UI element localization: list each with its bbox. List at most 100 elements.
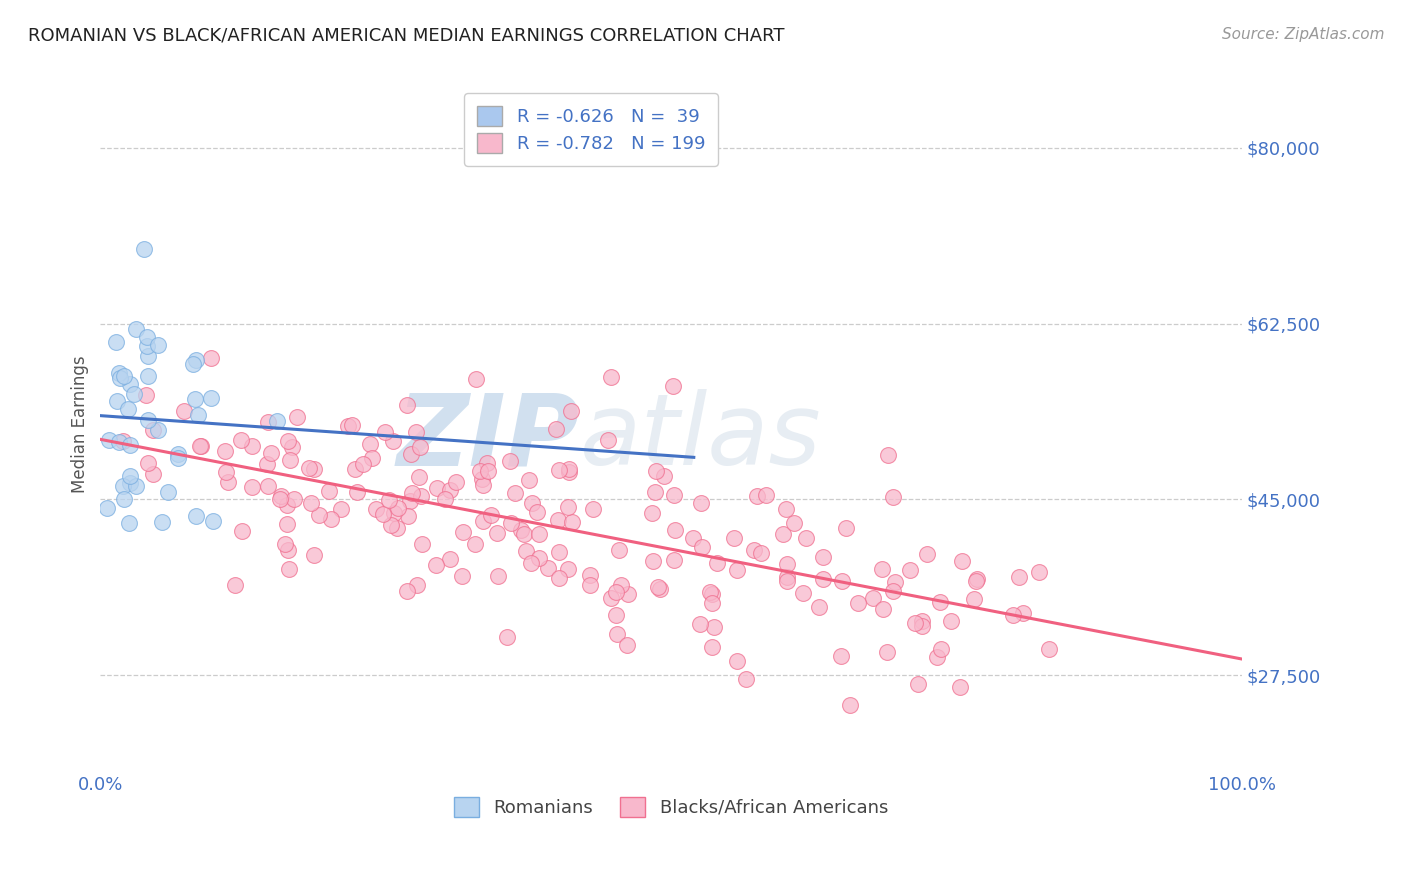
Point <box>883 574 905 589</box>
Point <box>749 545 772 559</box>
Point <box>112 479 135 493</box>
Point <box>510 523 533 537</box>
Point <box>150 515 173 529</box>
Point <box>387 500 409 515</box>
Point <box>471 514 494 528</box>
Point <box>477 464 499 478</box>
Point <box>299 496 322 510</box>
Point <box>700 587 723 601</box>
Point <box>931 642 953 657</box>
Point <box>138 413 160 427</box>
Point <box>450 569 472 583</box>
Point <box>181 357 204 371</box>
Point <box>274 537 297 551</box>
Point <box>281 440 304 454</box>
Point <box>529 551 551 566</box>
Point <box>405 425 427 439</box>
Point <box>308 508 330 523</box>
Point <box>616 638 638 652</box>
Point <box>136 339 159 353</box>
Point <box>444 475 467 490</box>
Point <box>108 371 131 385</box>
Point <box>599 369 621 384</box>
Point <box>605 584 627 599</box>
Point <box>689 616 711 631</box>
Text: ZIP: ZIP <box>396 390 579 486</box>
Point <box>360 450 382 465</box>
Point <box>904 615 927 630</box>
Point <box>118 516 141 530</box>
Point <box>464 537 486 551</box>
Point <box>124 387 146 401</box>
Point <box>215 465 238 479</box>
Point <box>105 393 128 408</box>
Point <box>346 485 368 500</box>
Point <box>188 439 211 453</box>
Point <box>270 489 292 503</box>
Point <box>547 513 569 527</box>
Point <box>260 446 283 460</box>
Point <box>470 465 492 479</box>
Point <box>783 516 806 530</box>
Point <box>276 516 298 531</box>
Point <box>609 578 631 592</box>
Point <box>453 524 475 539</box>
Point <box>527 526 550 541</box>
Point <box>471 472 494 486</box>
Point <box>644 485 666 500</box>
Point <box>278 562 301 576</box>
Point <box>409 440 432 454</box>
Point <box>929 595 952 609</box>
Point <box>689 496 711 510</box>
Point <box>596 433 619 447</box>
Point <box>398 494 420 508</box>
Point <box>399 447 422 461</box>
Point <box>1028 565 1050 579</box>
Point <box>557 562 579 576</box>
Point <box>662 379 685 393</box>
Point <box>792 586 814 600</box>
Point <box>561 516 583 530</box>
Point <box>941 614 963 628</box>
Point <box>526 505 548 519</box>
Point <box>439 483 461 498</box>
Point <box>699 584 721 599</box>
Point <box>142 467 165 481</box>
Point <box>146 423 169 437</box>
Point <box>240 480 263 494</box>
Point <box>745 489 768 503</box>
Point <box>475 456 498 470</box>
Point <box>519 474 541 488</box>
Point <box>911 619 934 633</box>
Point <box>343 461 366 475</box>
Point <box>915 547 938 561</box>
Point <box>725 563 748 577</box>
Point <box>138 369 160 384</box>
Point <box>862 591 884 605</box>
Point <box>136 350 159 364</box>
Point <box>118 377 141 392</box>
Point <box>882 490 904 504</box>
Point <box>285 409 308 424</box>
Point <box>560 404 582 418</box>
Point <box>329 502 352 516</box>
Point <box>496 630 519 644</box>
Point <box>872 602 894 616</box>
Point <box>925 649 948 664</box>
Point <box>870 562 893 576</box>
Point <box>486 569 509 583</box>
Point <box>433 491 456 506</box>
Point <box>479 508 502 523</box>
Point <box>298 461 321 475</box>
Point <box>950 554 973 568</box>
Point <box>485 526 508 541</box>
Point <box>382 507 405 521</box>
Point <box>136 457 159 471</box>
Point <box>96 501 118 516</box>
Point <box>682 531 704 545</box>
Point <box>501 516 523 530</box>
Point <box>605 607 627 622</box>
Point <box>190 439 212 453</box>
Point <box>664 553 686 567</box>
Point <box>579 578 602 592</box>
